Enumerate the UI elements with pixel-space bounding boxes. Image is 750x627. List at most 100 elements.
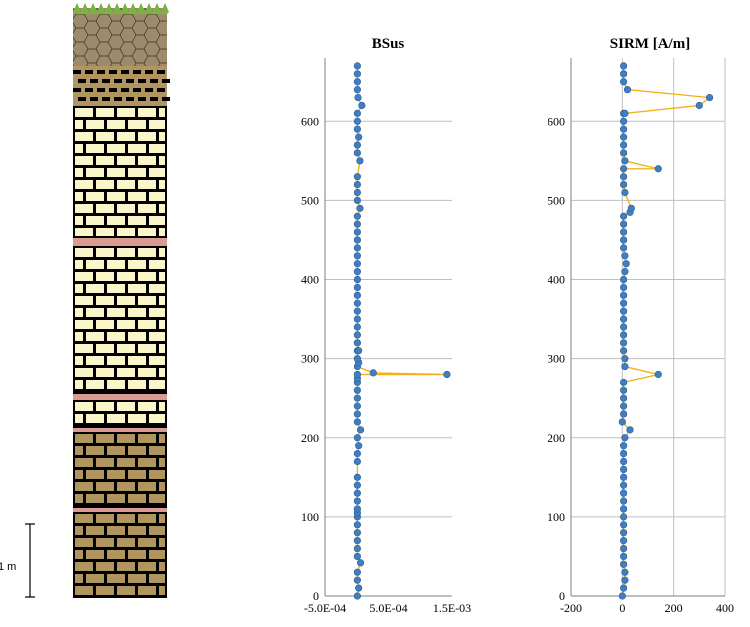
data-point bbox=[620, 141, 628, 149]
data-point bbox=[620, 394, 628, 402]
data-point bbox=[353, 180, 361, 189]
data-point bbox=[620, 386, 628, 394]
data-point bbox=[620, 442, 628, 450]
data-point bbox=[353, 141, 361, 149]
data-point bbox=[369, 369, 377, 377]
data-point bbox=[353, 497, 361, 505]
data-point bbox=[353, 449, 361, 458]
data-point bbox=[620, 220, 628, 228]
y-tick-label: 400 bbox=[548, 273, 565, 287]
clay-layer bbox=[73, 394, 167, 400]
data-point bbox=[353, 331, 361, 339]
y-tick-label: 600 bbox=[301, 114, 319, 128]
data-point bbox=[695, 101, 703, 110]
data-point bbox=[356, 157, 364, 165]
data-point bbox=[621, 157, 629, 165]
y-tick-label: 100 bbox=[301, 510, 319, 524]
bsus-chart-title: BSus bbox=[372, 36, 405, 52]
data-point bbox=[621, 434, 629, 442]
data-point bbox=[353, 196, 361, 205]
y-tick-label: 400 bbox=[301, 273, 319, 287]
data-point bbox=[620, 481, 628, 489]
data-point bbox=[353, 236, 361, 244]
x-tick-label: -5.0E-04 bbox=[304, 601, 346, 615]
y-tick-label: 0 bbox=[313, 589, 319, 603]
data-point bbox=[353, 125, 361, 133]
data-point bbox=[353, 275, 361, 284]
sirm-axes bbox=[570, 58, 725, 597]
data-point bbox=[621, 188, 629, 197]
data-point bbox=[620, 505, 628, 513]
data-point bbox=[353, 323, 361, 331]
x-tick-label: 200 bbox=[665, 601, 683, 615]
data-point bbox=[620, 331, 628, 339]
data-point bbox=[353, 268, 361, 276]
stratigraphic-column: 1 m bbox=[0, 3, 170, 598]
data-point bbox=[620, 125, 628, 133]
data-point bbox=[355, 584, 363, 592]
soil-layer bbox=[73, 8, 167, 66]
data-point bbox=[356, 426, 365, 434]
y-tick-label: 0 bbox=[559, 589, 565, 603]
data-point bbox=[620, 521, 628, 529]
data-point bbox=[353, 299, 361, 307]
sirm-chart-title: SIRM [A/m] bbox=[610, 36, 690, 52]
limestone-layer bbox=[73, 432, 167, 508]
data-point bbox=[620, 149, 628, 157]
limestone-layer bbox=[73, 106, 167, 238]
data-point bbox=[353, 291, 361, 299]
bsus-chart: BSus 0 100 200 300 400 500 600 -5.0E-04 5.0E-04 1… bbox=[301, 36, 471, 615]
data-point bbox=[620, 410, 628, 418]
data-point bbox=[620, 173, 628, 181]
data-point bbox=[353, 418, 361, 426]
y-tick-label: 200 bbox=[548, 431, 565, 445]
x-tick-label: 5.0E-04 bbox=[369, 601, 407, 615]
data-point bbox=[618, 592, 626, 600]
data-point bbox=[620, 291, 628, 299]
data-point bbox=[353, 505, 361, 513]
data-point bbox=[620, 70, 628, 78]
data-point bbox=[353, 386, 361, 394]
y-tick-label: 500 bbox=[301, 193, 319, 207]
y-tick-label: 600 bbox=[548, 114, 565, 128]
data-point bbox=[353, 260, 361, 268]
data-point bbox=[358, 101, 366, 110]
data-point bbox=[353, 568, 361, 576]
data-point bbox=[353, 307, 361, 315]
limestone-layer bbox=[73, 400, 167, 428]
data-point bbox=[353, 355, 361, 363]
data-point bbox=[626, 426, 634, 434]
data-point bbox=[353, 370, 361, 379]
data-point bbox=[353, 434, 361, 442]
data-point bbox=[353, 592, 361, 600]
series-line bbox=[621, 65, 712, 597]
data-point bbox=[620, 339, 628, 347]
data-point bbox=[620, 212, 628, 220]
data-point bbox=[353, 173, 361, 181]
data-point bbox=[353, 244, 361, 252]
data-point bbox=[353, 283, 361, 292]
y-tick-label: 300 bbox=[301, 352, 319, 366]
data-point bbox=[620, 299, 628, 307]
data-point bbox=[620, 544, 628, 553]
data-point bbox=[353, 394, 361, 402]
data-point bbox=[353, 220, 361, 228]
data-point bbox=[356, 559, 365, 567]
y-tick-label: 300 bbox=[548, 352, 565, 366]
data-point bbox=[706, 93, 714, 102]
bsus-tick-labels: 0 100 200 300 400 500 600 -5.0E-04 5.0E-04 1.5E-0… bbox=[301, 114, 471, 615]
data-point bbox=[620, 537, 628, 545]
data-point bbox=[355, 347, 363, 355]
column-layers bbox=[73, 3, 170, 598]
data-point bbox=[353, 62, 361, 70]
x-tick-label: -200 bbox=[560, 601, 582, 615]
data-point bbox=[620, 315, 628, 323]
x-tick-label: 400 bbox=[716, 601, 734, 615]
data-point bbox=[627, 204, 635, 212]
data-point bbox=[621, 576, 629, 584]
limestone-layer bbox=[73, 246, 167, 394]
data-point bbox=[353, 544, 361, 553]
data-point bbox=[654, 370, 662, 379]
data-point bbox=[353, 576, 361, 584]
data-point bbox=[620, 402, 628, 410]
